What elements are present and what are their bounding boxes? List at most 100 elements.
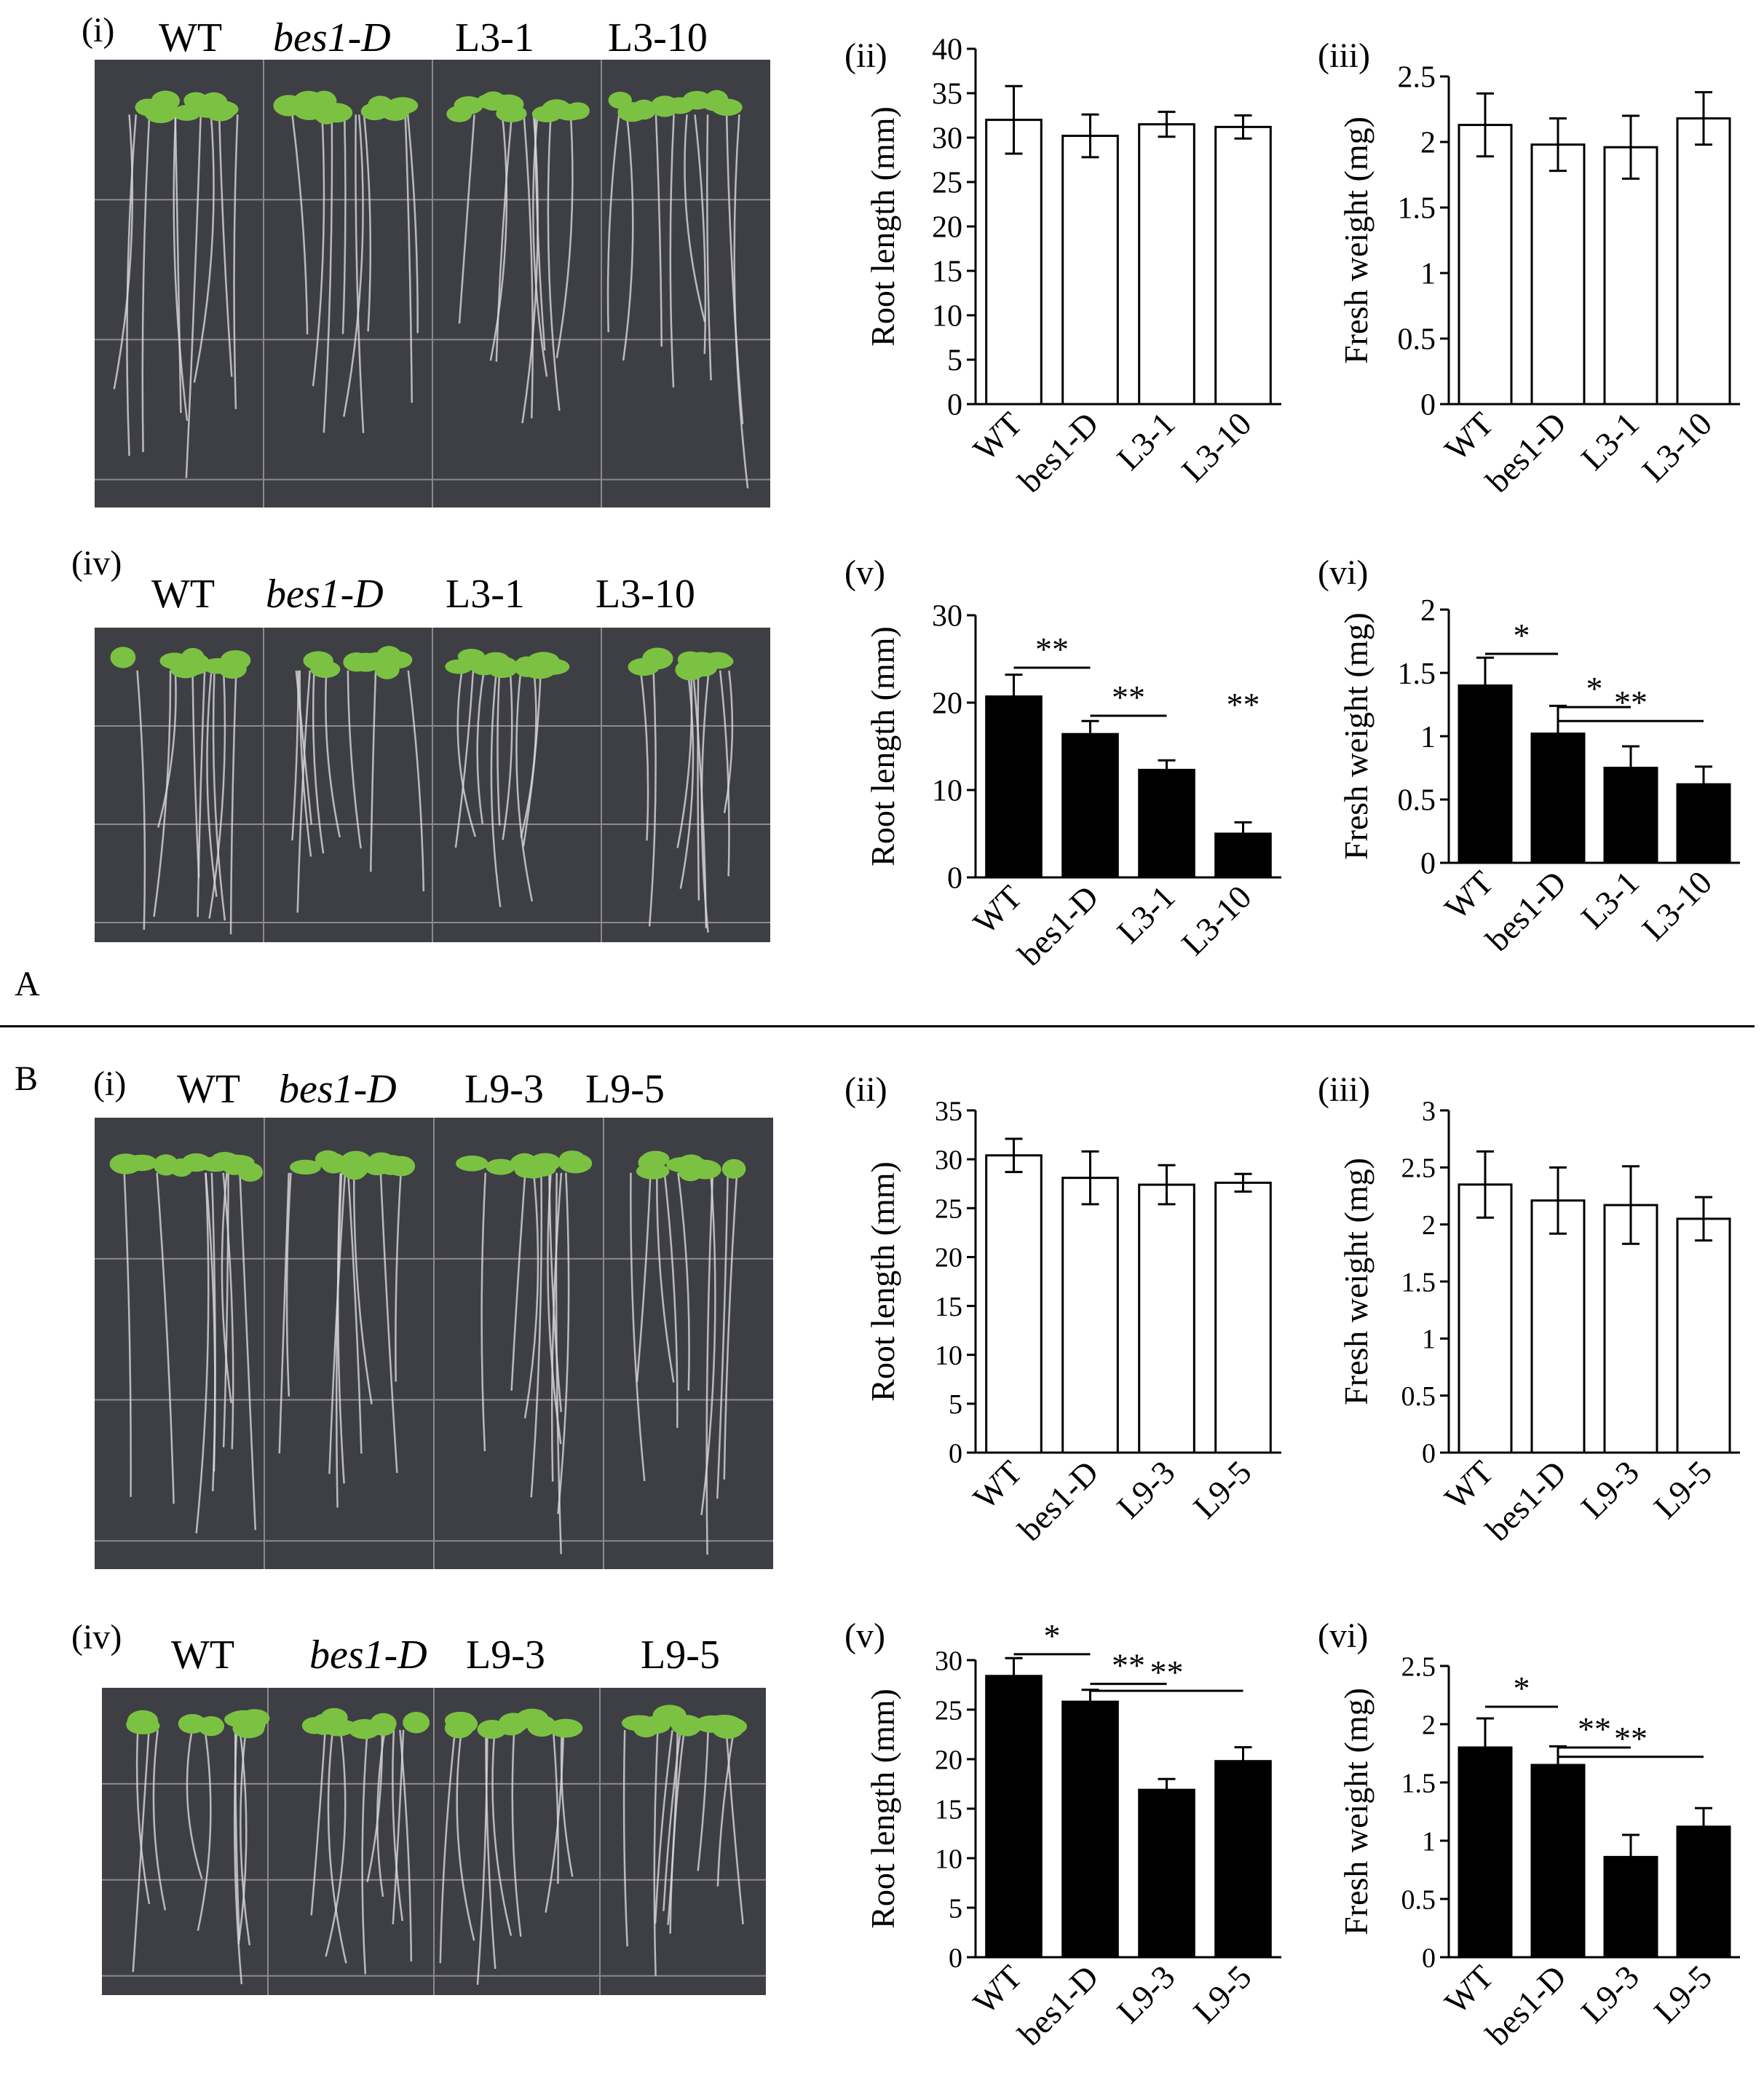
- y-axis-label: Root length (mm): [864, 106, 901, 347]
- chart-panel-tag: (vi): [1318, 1616, 1368, 1655]
- x-tick-label: L9-3: [1574, 1958, 1646, 2030]
- photo-label-line-2: L3-10: [608, 15, 708, 60]
- root-strand: [395, 1172, 402, 1382]
- y-tick-label: 1: [1420, 721, 1436, 754]
- x-tick-label: L3-10: [1635, 405, 1720, 489]
- leaf: [711, 98, 743, 117]
- root-strand: [233, 114, 239, 409]
- leaf: [457, 649, 486, 664]
- x-tick-label: WT: [966, 1453, 1029, 1517]
- root-strand: [723, 670, 734, 813]
- leaf: [340, 1159, 368, 1179]
- y-tick-label: 10: [932, 775, 962, 808]
- bar: [1458, 1183, 1513, 1454]
- root-strand: [323, 114, 333, 433]
- root-strand: [222, 1172, 234, 1450]
- y-tick-label: 30: [932, 122, 962, 156]
- leaf: [232, 1715, 266, 1734]
- root-strand: [716, 1172, 729, 1499]
- x-tick-label: L3-1: [1110, 405, 1182, 477]
- leaf: [312, 658, 337, 679]
- leaf: [548, 1718, 583, 1738]
- bar: [1603, 1204, 1658, 1454]
- leaf: [319, 103, 353, 123]
- root-strand: [327, 1729, 347, 1964]
- photo-label-wt: WT: [177, 1067, 241, 1112]
- y-tick-label: 20: [932, 211, 962, 245]
- root-strand: [222, 1172, 229, 1448]
- leaf: [218, 659, 247, 679]
- seedling-photo: [95, 628, 770, 942]
- seedling-photo-art: [102, 1688, 766, 1995]
- y-tick-label: 2: [1420, 127, 1436, 160]
- root-strand: [234, 1729, 240, 1940]
- root-strand: [132, 1729, 150, 1972]
- root-strand: [197, 1729, 212, 1931]
- significance-label: **: [1614, 684, 1648, 721]
- x-tick-label: L9-5: [1647, 1453, 1719, 1525]
- leaf: [456, 1156, 489, 1172]
- root-strand: [113, 114, 134, 390]
- root-strand: [135, 1729, 151, 1905]
- root-strand: [399, 1729, 413, 1962]
- photo-label-bes1d: bes1-D: [266, 572, 384, 617]
- y-tick-label: 1.5: [1401, 1768, 1436, 1798]
- root-strand: [456, 670, 477, 837]
- seedling-photo-art: [95, 628, 770, 942]
- y-tick-label: 35: [935, 1096, 962, 1126]
- root-strand: [490, 670, 502, 907]
- bar: [1214, 1181, 1272, 1454]
- bar: [1676, 1825, 1731, 1959]
- significance-label: *: [1514, 1670, 1530, 1707]
- y-tick-label: 15: [932, 256, 962, 289]
- leaf: [675, 659, 705, 681]
- bar: [1214, 1760, 1272, 1959]
- panel-tag-a-iv: (iv): [71, 544, 122, 583]
- y-tick-label: 2.5: [1401, 1651, 1436, 1682]
- bar: [1676, 117, 1731, 406]
- root-strand: [212, 670, 226, 921]
- section-divider: [0, 1025, 1755, 1027]
- leaf: [387, 1156, 416, 1177]
- leaf: [454, 96, 483, 115]
- root-strand: [343, 114, 364, 417]
- root-strand: [285, 1172, 292, 1397]
- root-strand: [697, 1729, 709, 1871]
- x-tick-label: bes1-D: [1479, 1453, 1573, 1548]
- bar: [1138, 768, 1195, 879]
- bar: [985, 119, 1043, 406]
- root-strand: [663, 1729, 682, 1911]
- leaf: [695, 1715, 729, 1733]
- chart-panel-tag: (ii): [845, 36, 887, 75]
- x-tick-label: L9-3: [1110, 1453, 1182, 1525]
- leaf: [154, 1154, 178, 1176]
- root-strand: [489, 114, 508, 361]
- root-strand: [639, 670, 649, 841]
- leaf: [513, 656, 540, 677]
- root-strand: [325, 1729, 347, 1957]
- root-strand: [335, 1172, 343, 1508]
- significance-label: **: [1227, 686, 1260, 723]
- panel-tag-b-iv: (iv): [71, 1618, 122, 1656]
- x-tick-label: L9-3: [1110, 1958, 1182, 2030]
- seedling-photo: [95, 60, 770, 508]
- root-strand: [495, 114, 513, 362]
- significance-label: *: [1044, 1617, 1061, 1654]
- y-tick-label: 2: [1422, 1710, 1436, 1740]
- photo-label-line-1: L3-1: [455, 15, 534, 60]
- root-strand: [547, 1172, 562, 1445]
- root-strand: [341, 114, 347, 334]
- y-tick-label: 5: [949, 1893, 962, 1924]
- y-tick-label: 10: [935, 1844, 962, 1874]
- y-tick-label: 20: [935, 1745, 962, 1775]
- significance-label: **: [1112, 1647, 1145, 1684]
- root-strand: [491, 1729, 513, 1936]
- y-tick-label: 0: [1420, 389, 1436, 422]
- x-tick-label: WT: [1437, 1453, 1500, 1517]
- root-strand: [606, 114, 620, 333]
- leaf: [559, 1150, 586, 1168]
- y-tick-label: 0.5: [1401, 1381, 1436, 1412]
- root-strand: [555, 114, 574, 358]
- root-strand: [694, 114, 707, 355]
